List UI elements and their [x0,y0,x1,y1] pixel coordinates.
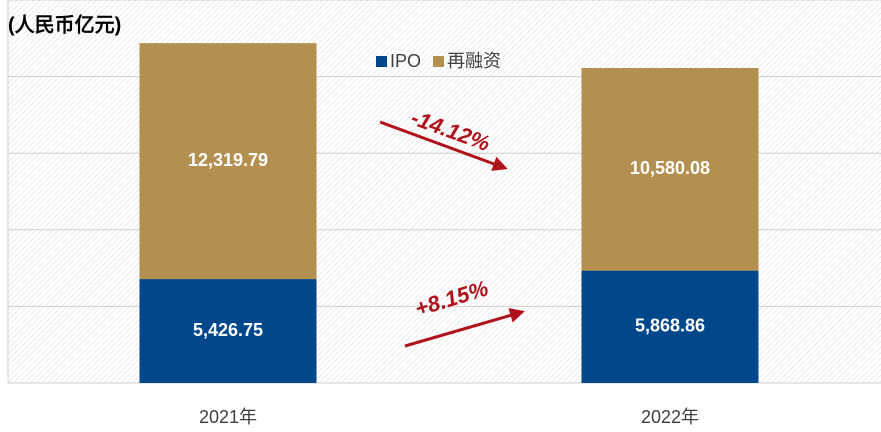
chart-title: (人民币亿元) [8,12,121,36]
legend-swatch [376,56,387,67]
bar-segment [139,43,317,280]
data-label: 12,319.79 [188,150,268,170]
data-label: 5,426.75 [193,320,263,340]
legend-label: 再融资 [447,51,501,71]
annotation-arrow [404,308,525,348]
legend-swatch [433,56,445,67]
x-tick-label: 2022年 [641,407,699,427]
bar-segment [581,68,759,271]
bar-segment [139,279,317,383]
data-label: 10,580.08 [630,158,710,178]
annotation-arrow [379,120,508,171]
data-label: 5,868.86 [635,316,705,336]
legend-label: IPO [390,51,421,71]
x-tick-label: 2021年 [199,407,257,427]
bar-segment [581,270,759,383]
